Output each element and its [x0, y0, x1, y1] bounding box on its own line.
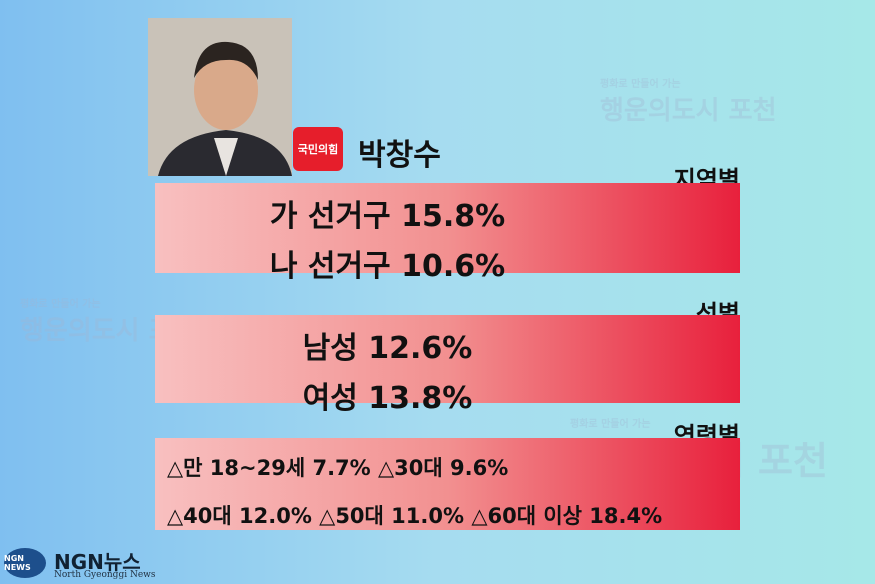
- result-line: 남성 12.6%: [302, 331, 473, 366]
- section-box: 남성 12.6% 여성 13.8%: [155, 315, 740, 416]
- result-line: 나 선거구 10.6%: [269, 249, 506, 284]
- result-line: △40대 12.0% △50대 11.0% △60대 이상 18.4%: [167, 504, 663, 528]
- logo-subtitle: North Gyeonggi News: [54, 570, 156, 580]
- watermark-slogan: 평화로 만들어 가는: [570, 419, 651, 430]
- section-box: 가 선거구 15.8% 나 선거구 10.6%: [155, 183, 740, 284]
- logo-badge: NGN NEWS: [4, 548, 46, 578]
- candidate-photo: [148, 18, 292, 176]
- logo-name: NGN뉴스: [54, 550, 141, 574]
- watermark-title: 행운의도시 포천: [600, 96, 777, 126]
- result-line: 여성 13.8%: [302, 381, 473, 416]
- watermark-slogan: 평화로 만들어 가는: [600, 79, 681, 90]
- candidate-name: 박창수: [358, 138, 441, 173]
- party-badge: 국민의힘: [293, 127, 343, 171]
- watermark-slogan: 평화로 만들어 가는: [20, 299, 101, 310]
- section-box: △만 18~29세 7.7% △30대 9.6% △40대 12.0% △50대…: [155, 438, 740, 530]
- result-line: △만 18~29세 7.7% △30대 9.6%: [167, 456, 509, 480]
- result-line: 가 선거구 15.8%: [269, 199, 506, 234]
